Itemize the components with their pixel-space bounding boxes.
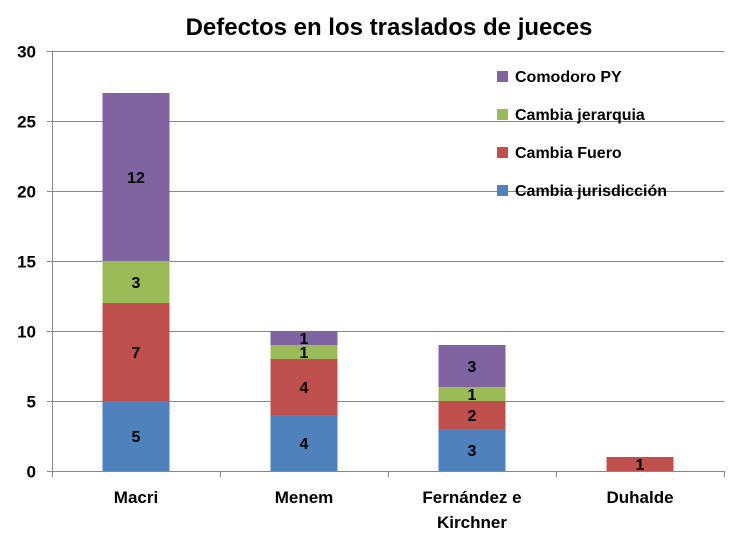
legend-label: Cambia Fuero [515,145,622,162]
bar-segment [102,93,170,261]
x-category-label: Fernández e [422,488,521,507]
data-label: 1 [300,331,309,348]
bar-segment [438,345,506,387]
y-tick-label: 0 [27,463,36,482]
bars [102,93,674,471]
legend: Comodoro PY Cambia jerarquia Cambia Fuero C… [497,69,667,200]
x-category-label: Duhalde [606,488,673,507]
bar-segment [438,401,506,429]
x-category-label: Kirchner [437,513,507,532]
y-tick-label: 10 [17,323,36,342]
bar-segment [270,331,338,345]
data-label: 1 [468,387,477,404]
y-tick-label: 30 [17,43,36,62]
data-label: 3 [132,275,141,292]
y-tick-label: 25 [17,113,36,132]
legend-label: Cambia jerarquia [515,107,645,124]
x-category-label: Menem [275,488,334,507]
bar-segment [270,415,338,471]
data-label: 3 [468,359,477,376]
legend-swatch [497,147,508,158]
legend-swatch [497,185,508,196]
data-label: 4 [300,380,309,397]
data-label: 12 [127,170,145,187]
data-label: 1 [636,457,645,474]
y-tick-label: 15 [17,253,36,272]
bar-segment [438,387,506,401]
y-tick-label: 20 [17,183,36,202]
bar-segment [102,401,170,471]
data-label: 1 [300,345,309,362]
legend-label: Comodoro PY [515,69,622,86]
bar-segment [438,429,506,471]
bar-segment [270,345,338,359]
legend-swatch [497,109,508,120]
data-label: 3 [468,443,477,460]
y-tick-label: 5 [27,393,36,412]
bar-segment [606,457,674,471]
x-category-label: Macri [114,488,158,507]
bar-segment [270,359,338,415]
data-label: 7 [132,345,141,362]
data-label: 2 [468,408,477,425]
bar-segment [102,303,170,401]
legend-label: Cambia jurisdicción [515,183,667,200]
bar-segment [102,261,170,303]
data-label: 4 [300,436,309,453]
chart-title: Defectos en los traslados de jueces [186,14,593,41]
legend-swatch [497,71,508,82]
data-label: 5 [132,429,141,446]
